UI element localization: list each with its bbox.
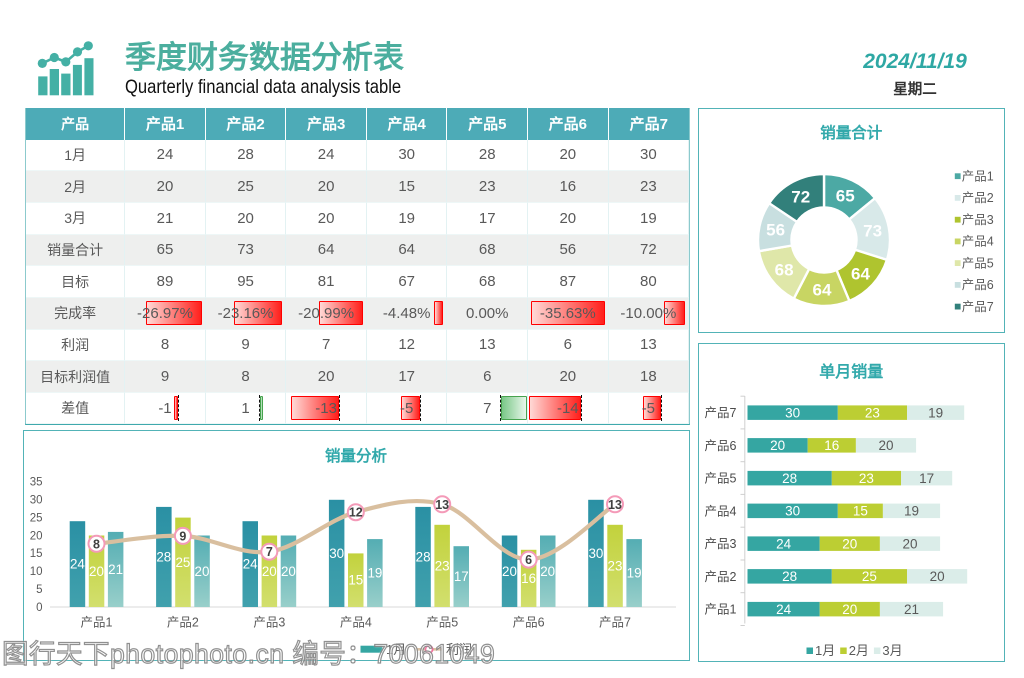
- svg-text:25: 25: [30, 512, 43, 524]
- svg-text:16: 16: [521, 571, 536, 586]
- svg-text:8: 8: [93, 537, 100, 551]
- svg-text:25: 25: [175, 555, 190, 570]
- svg-text:56: 56: [766, 221, 785, 240]
- svg-text:72: 72: [791, 187, 810, 206]
- svg-text:产品2: 产品2: [167, 615, 199, 629]
- svg-text:19: 19: [928, 405, 943, 420]
- svg-text:30: 30: [785, 504, 800, 519]
- svg-text:6: 6: [525, 553, 532, 567]
- svg-text:15: 15: [853, 504, 868, 519]
- svg-text:产品1: 产品1: [81, 615, 113, 629]
- svg-text:21: 21: [108, 562, 123, 577]
- svg-text:产品6: 产品6: [513, 615, 545, 629]
- svg-text:9: 9: [179, 529, 186, 543]
- svg-text:24: 24: [776, 536, 792, 551]
- svg-text:19: 19: [627, 566, 642, 581]
- svg-text:64: 64: [851, 264, 870, 283]
- svg-text:30: 30: [588, 546, 603, 561]
- svg-text:20: 20: [89, 564, 104, 579]
- svg-text:28: 28: [416, 550, 431, 565]
- svg-text:产品4: 产品4: [705, 505, 737, 519]
- svg-text:产品1: 产品1: [962, 170, 994, 184]
- svg-text:23: 23: [608, 558, 623, 573]
- svg-text:产品3: 产品3: [253, 615, 285, 629]
- svg-text:产品7: 产品7: [962, 300, 994, 314]
- svg-text:16: 16: [824, 438, 839, 453]
- svg-text:28: 28: [782, 471, 797, 486]
- svg-text:35: 35: [30, 477, 43, 489]
- svg-text:20: 20: [195, 564, 210, 579]
- svg-text:17: 17: [919, 471, 934, 486]
- svg-text:30: 30: [785, 405, 800, 420]
- svg-text:10: 10: [30, 566, 43, 578]
- svg-text:20: 20: [842, 536, 857, 551]
- svg-text:1月: 1月: [386, 642, 406, 657]
- svg-text:20: 20: [842, 602, 857, 617]
- svg-text:30: 30: [30, 495, 43, 507]
- svg-text:68: 68: [775, 260, 794, 279]
- svg-text:20: 20: [540, 564, 555, 579]
- svg-text:1月: 1月: [815, 643, 835, 658]
- svg-text:产品5: 产品5: [426, 615, 458, 629]
- svg-text:65: 65: [836, 186, 855, 205]
- svg-text:13: 13: [608, 498, 622, 512]
- svg-text:21: 21: [904, 602, 919, 617]
- svg-text:产品5: 产品5: [705, 472, 737, 486]
- svg-text:64: 64: [813, 281, 832, 300]
- svg-text:产品6: 产品6: [705, 439, 737, 453]
- svg-text:产品4: 产品4: [340, 615, 372, 629]
- svg-text:23: 23: [859, 471, 874, 486]
- svg-text:产品3: 产品3: [962, 213, 994, 227]
- svg-text:产品6: 产品6: [962, 278, 994, 292]
- svg-text:20: 20: [262, 564, 277, 579]
- svg-text:15: 15: [30, 548, 43, 560]
- svg-text:24: 24: [243, 557, 258, 572]
- svg-text:产品4: 产品4: [962, 235, 994, 249]
- svg-text:产品1: 产品1: [705, 603, 737, 617]
- svg-text:产品3: 产品3: [705, 537, 737, 551]
- svg-text:产品2: 产品2: [962, 191, 994, 205]
- svg-text:17: 17: [454, 569, 469, 584]
- svg-text:25: 25: [862, 569, 877, 584]
- svg-text:产品7: 产品7: [705, 406, 737, 420]
- svg-text:7: 7: [266, 545, 273, 559]
- svg-text:24: 24: [776, 602, 792, 617]
- svg-text:产品5: 产品5: [962, 256, 994, 270]
- svg-text:20: 20: [281, 564, 296, 579]
- svg-text:2月: 2月: [849, 643, 869, 658]
- svg-text:19: 19: [904, 504, 919, 519]
- svg-text:28: 28: [156, 550, 171, 565]
- svg-text:73: 73: [863, 222, 882, 241]
- svg-text:20: 20: [902, 536, 917, 551]
- svg-text:15: 15: [348, 573, 363, 588]
- svg-text:13: 13: [435, 498, 449, 512]
- svg-text:20: 20: [30, 530, 43, 542]
- svg-text:30: 30: [329, 546, 344, 561]
- svg-text:20: 20: [878, 438, 893, 453]
- svg-text:5: 5: [36, 584, 42, 596]
- svg-text:产品2: 产品2: [705, 570, 737, 584]
- svg-text:23: 23: [865, 405, 880, 420]
- svg-text:28: 28: [782, 569, 797, 584]
- svg-text:24: 24: [70, 557, 85, 572]
- svg-text:20: 20: [770, 438, 785, 453]
- svg-text:20: 20: [930, 569, 945, 584]
- svg-text:产品7: 产品7: [599, 615, 631, 629]
- svg-text:0: 0: [36, 602, 42, 614]
- svg-text:19: 19: [367, 566, 382, 581]
- svg-text:20: 20: [502, 564, 517, 579]
- svg-text:23: 23: [435, 558, 450, 573]
- svg-text:12: 12: [349, 506, 363, 520]
- svg-text:利润: 利润: [446, 642, 472, 657]
- svg-text:3月: 3月: [882, 643, 902, 658]
